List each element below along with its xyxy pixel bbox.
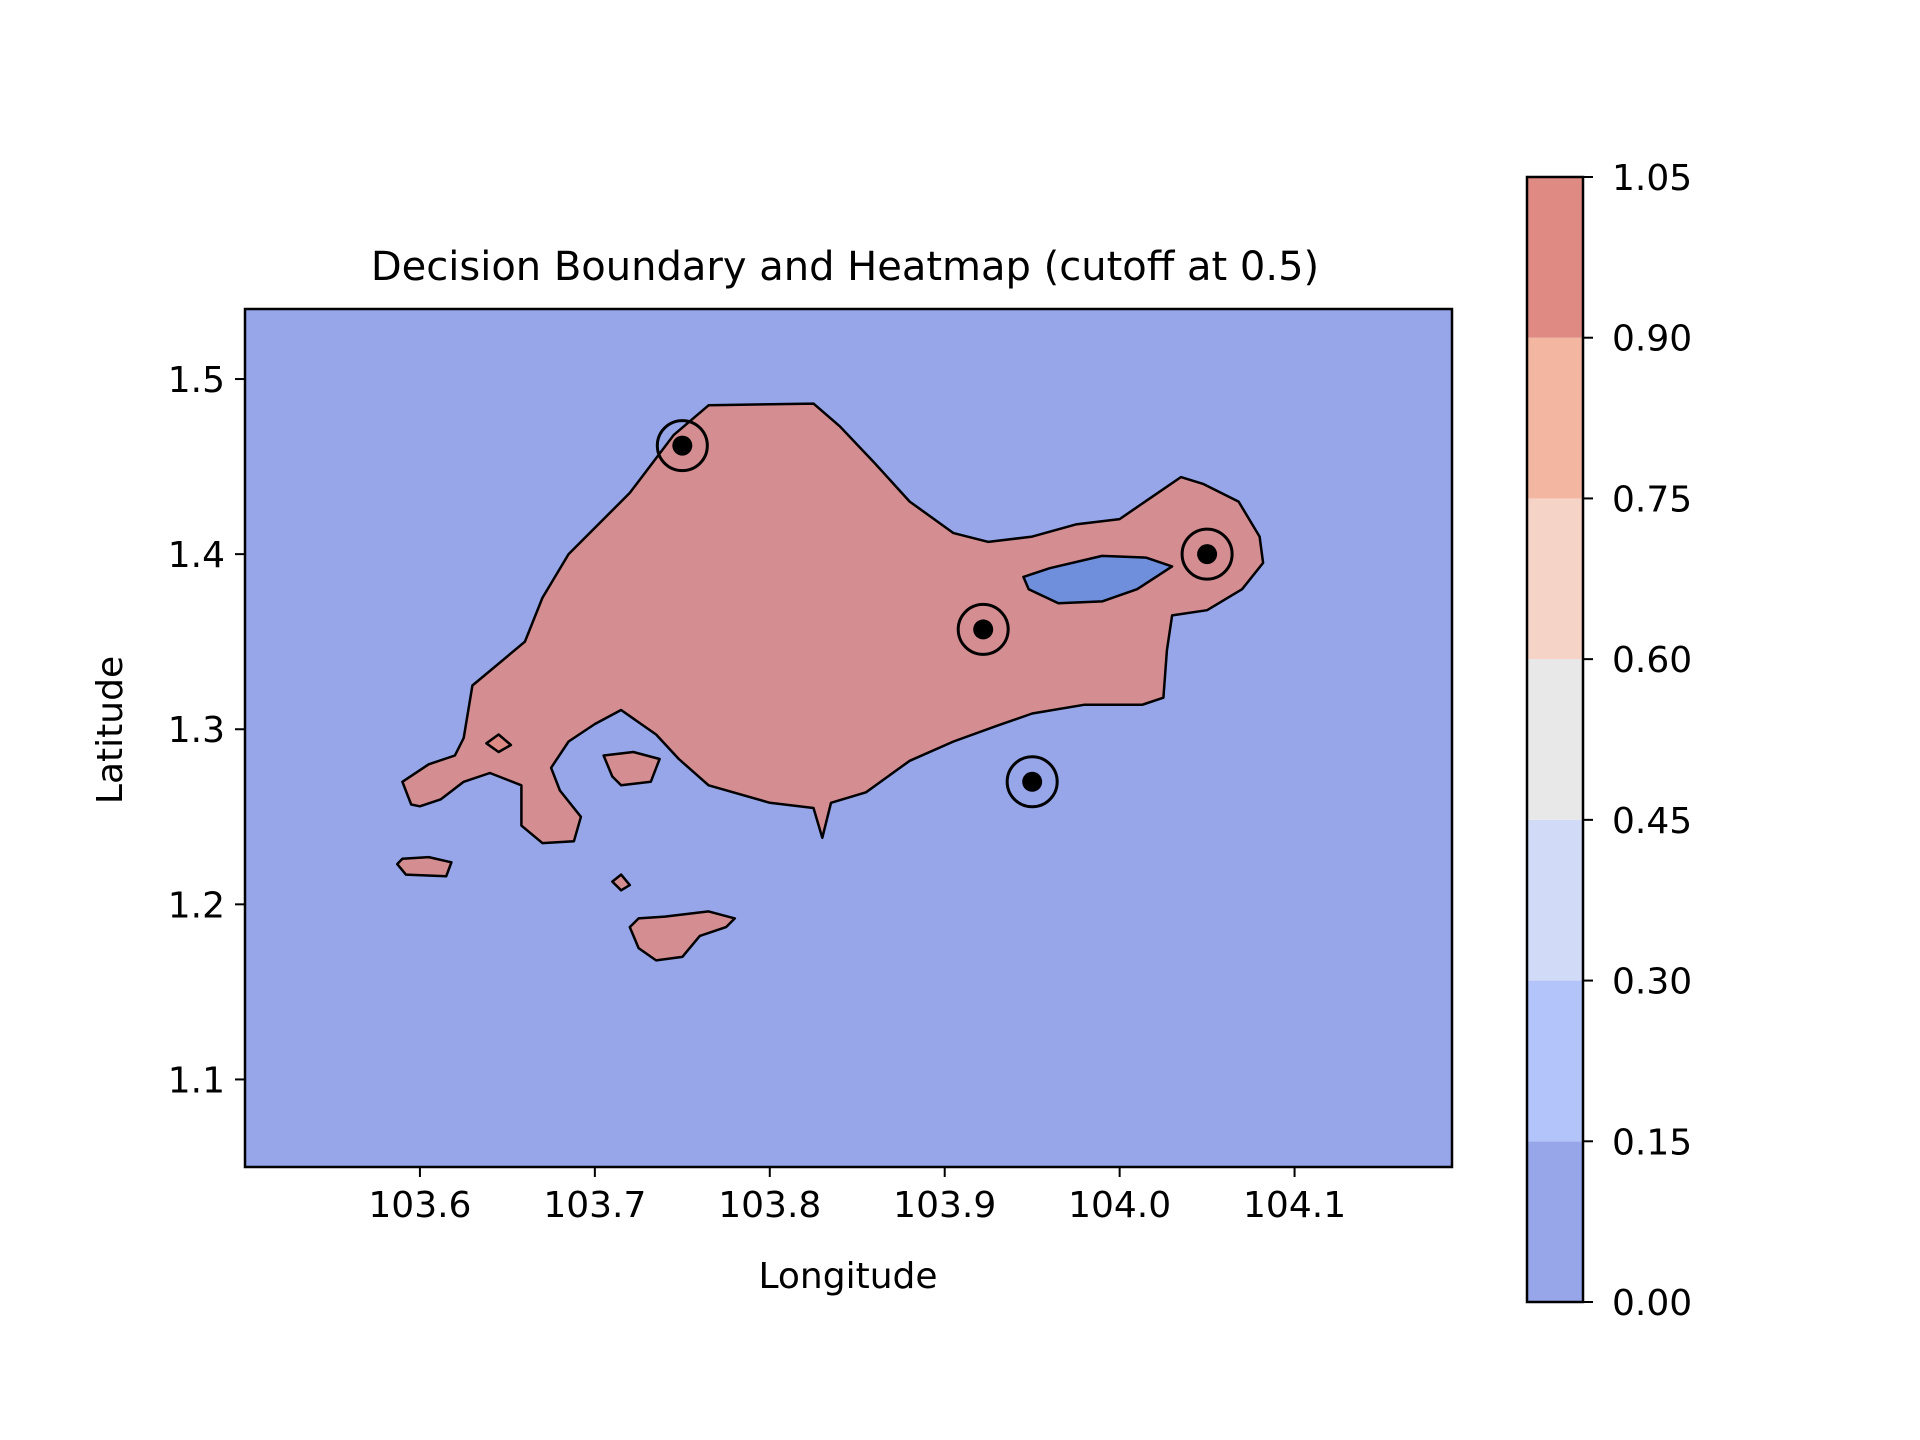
- data-point: [1022, 771, 1043, 792]
- colorbar: 0.00 0.15 0.30 0.45 0.60 0.75 0.90 1.05: [1525, 158, 1692, 1324]
- region-fill: [629, 911, 735, 961]
- colorbar-band: [1527, 659, 1583, 820]
- data-point: [973, 619, 994, 640]
- decision-boundary: [628, 910, 737, 962]
- colorbar-band: [1527, 337, 1583, 499]
- y-axis-ticks: 1.1 1.2 1.3 1.4 1.5: [168, 360, 245, 1101]
- decision-boundary: [401, 402, 1265, 845]
- heatmap-regions: [395, 402, 1265, 962]
- y-axis-label: Latitude: [90, 656, 131, 804]
- decision-boundary: [395, 855, 453, 878]
- decision-boundary-hole: [1022, 554, 1174, 605]
- data-point: [1197, 544, 1218, 565]
- decision-boundary: [602, 750, 661, 787]
- plot-frame: [243, 307, 1454, 1169]
- region-fill: [603, 752, 660, 786]
- chart-title: Decision Boundary and Heatmap (cutoff at…: [371, 244, 1319, 290]
- colorbar-band: [1527, 498, 1583, 660]
- colorbar-frame: [1525, 175, 1585, 1304]
- y-tick-label: 1.2: [168, 885, 225, 926]
- data-point: [672, 435, 693, 456]
- decision-boundary: [611, 873, 632, 892]
- colorbar-tick-label: 0.60: [1612, 640, 1692, 681]
- colorbar-band: [1527, 819, 1583, 981]
- x-axis-ticks: 103.6 103.7 103.8 103.9 104.0 104.1: [368, 1167, 1346, 1226]
- y-tick-label: 1.5: [168, 360, 225, 401]
- colorbar-band: [1527, 980, 1583, 1142]
- colorbar-tick-label: 0.30: [1612, 962, 1692, 1003]
- x-tick-label: 103.6: [368, 1185, 471, 1226]
- point-ring: [1180, 527, 1234, 581]
- x-tick-label: 103.7: [543, 1185, 646, 1226]
- x-tick-label: 103.8: [718, 1185, 821, 1226]
- region-fill: [402, 403, 1264, 844]
- decision-boundary: [485, 733, 513, 754]
- region-fill: [397, 857, 452, 877]
- x-axis-label: Longitude: [758, 1256, 937, 1297]
- colorbar-band: [1527, 177, 1583, 338]
- colorbar-tick-label: 0.75: [1612, 479, 1692, 520]
- point-ring: [1005, 755, 1059, 809]
- x-tick-label: 104.1: [1243, 1185, 1346, 1226]
- x-tick-label: 103.9: [893, 1185, 996, 1226]
- y-tick-label: 1.3: [168, 710, 225, 751]
- y-tick-label: 1.4: [168, 535, 225, 576]
- point-ring: [655, 419, 709, 473]
- colorbar-band: [1527, 1141, 1583, 1302]
- colorbar-tick-label: 0.90: [1612, 319, 1692, 360]
- y-tick-label: 1.1: [168, 1060, 225, 1101]
- colorbar-tick-label: 0.45: [1612, 801, 1692, 842]
- plot-area: [243, 307, 1454, 1169]
- colorbar-tick-label: 1.05: [1612, 158, 1692, 199]
- point-ring: [956, 602, 1010, 656]
- x-tick-label: 104.0: [1068, 1185, 1171, 1226]
- colorbar-tick-label: 0.15: [1612, 1122, 1692, 1163]
- colorbar-tick-label: 0.00: [1612, 1283, 1692, 1324]
- sample-points: [655, 419, 1234, 809]
